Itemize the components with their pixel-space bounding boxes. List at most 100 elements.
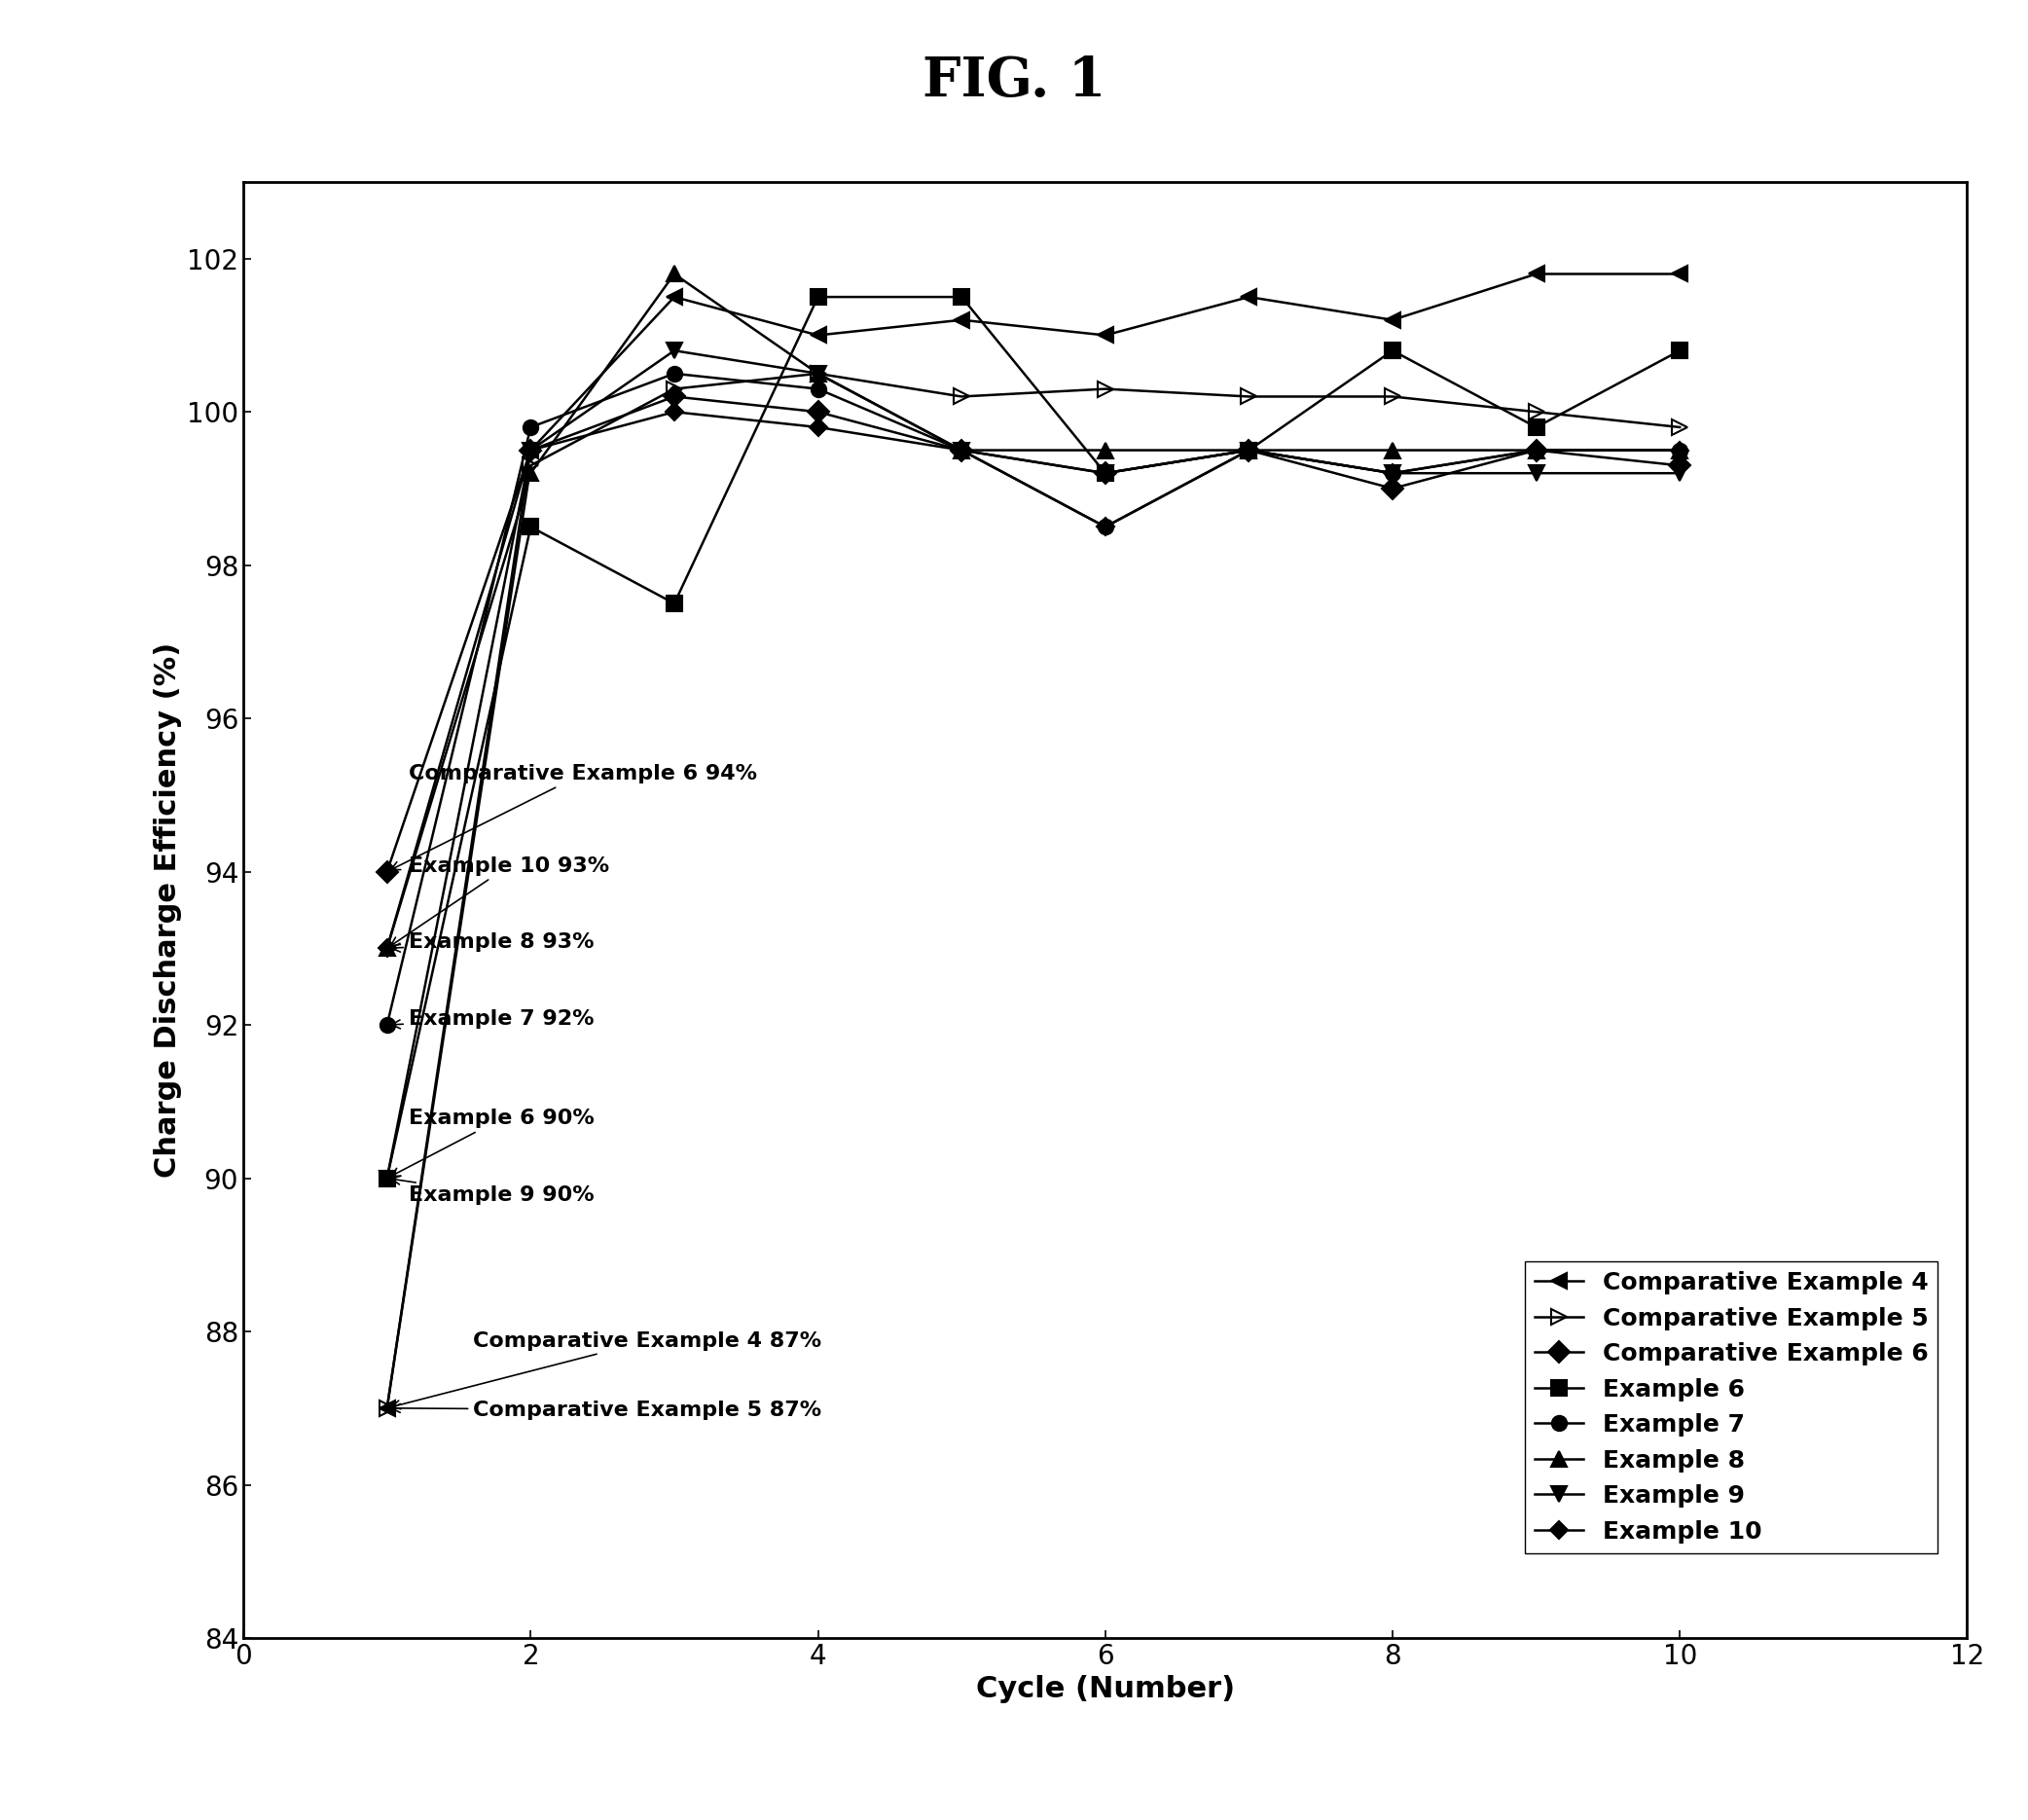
Example 7 bbox=[1381, 462, 1405, 484]
Example 9 bbox=[661, 340, 685, 362]
Comparative Example 5 bbox=[1525, 400, 1549, 422]
Example 6 bbox=[1237, 439, 1261, 460]
Example 10 bbox=[375, 937, 400, 959]
Example 7 bbox=[661, 362, 685, 384]
Example 8 bbox=[1667, 439, 1691, 460]
Line: Comparative Example 6: Comparative Example 6 bbox=[379, 389, 1687, 879]
Example 10 bbox=[805, 417, 829, 439]
Comparative Example 5 bbox=[1381, 386, 1405, 408]
Example 10 bbox=[1525, 439, 1549, 460]
Comparative Example 4 bbox=[1667, 264, 1691, 286]
Comparative Example 6 bbox=[805, 400, 829, 422]
Example 7 bbox=[805, 379, 829, 400]
Line: Example 6: Example 6 bbox=[379, 289, 1687, 1185]
Example 10 bbox=[1381, 462, 1405, 484]
Example 6 bbox=[661, 593, 685, 615]
Comparative Example 4 bbox=[1381, 309, 1405, 331]
Line: Example 10: Example 10 bbox=[381, 406, 1685, 954]
Example 8 bbox=[1381, 439, 1405, 460]
Example 6 bbox=[519, 515, 544, 537]
Line: Example 8: Example 8 bbox=[379, 266, 1687, 956]
Text: Example 9 90%: Example 9 90% bbox=[391, 1176, 594, 1205]
Example 8 bbox=[519, 462, 544, 484]
Text: Example 7 92%: Example 7 92% bbox=[391, 1010, 594, 1028]
Comparative Example 5 bbox=[1667, 417, 1691, 439]
Comparative Example 6 bbox=[661, 386, 685, 408]
X-axis label: Cycle (Number): Cycle (Number) bbox=[975, 1676, 1235, 1704]
Example 9 bbox=[519, 439, 544, 460]
Example 8 bbox=[661, 264, 685, 286]
Example 7 bbox=[1237, 439, 1261, 460]
Text: Example 8 93%: Example 8 93% bbox=[391, 932, 594, 952]
Comparative Example 6 bbox=[1237, 439, 1261, 460]
Example 10 bbox=[519, 439, 544, 460]
Text: Comparative Example 6 94%: Comparative Example 6 94% bbox=[391, 764, 756, 870]
Line: Example 9: Example 9 bbox=[379, 344, 1687, 1185]
Example 8 bbox=[1093, 439, 1117, 460]
Example 9 bbox=[1093, 462, 1117, 484]
Example 7 bbox=[519, 417, 544, 439]
Example 7 bbox=[1093, 515, 1117, 537]
Comparative Example 6 bbox=[1093, 462, 1117, 484]
Comparative Example 6 bbox=[1381, 477, 1405, 499]
Comparative Example 6 bbox=[949, 439, 973, 460]
Example 6 bbox=[1093, 462, 1117, 484]
Comparative Example 4 bbox=[661, 286, 685, 308]
Example 8 bbox=[1525, 439, 1549, 460]
Example 9 bbox=[1525, 462, 1549, 484]
Example 9 bbox=[949, 439, 973, 460]
Text: Example 6 90%: Example 6 90% bbox=[391, 1108, 594, 1176]
Example 6 bbox=[949, 286, 973, 308]
Example 10 bbox=[949, 439, 973, 460]
Comparative Example 5 bbox=[519, 455, 544, 477]
Example 9 bbox=[375, 1167, 400, 1188]
Comparative Example 4 bbox=[949, 309, 973, 331]
Example 9 bbox=[1237, 439, 1261, 460]
Example 10 bbox=[1093, 515, 1117, 537]
Text: Example 10 93%: Example 10 93% bbox=[391, 855, 608, 946]
Comparative Example 4 bbox=[1525, 264, 1549, 286]
Comparative Example 4 bbox=[1237, 286, 1261, 308]
Y-axis label: Charge Discharge Efficiency (%): Charge Discharge Efficiency (%) bbox=[154, 642, 183, 1178]
Line: Comparative Example 4: Comparative Example 4 bbox=[379, 266, 1687, 1416]
Example 9 bbox=[805, 362, 829, 384]
Comparative Example 5 bbox=[375, 1398, 400, 1420]
Example 6 bbox=[805, 286, 829, 308]
Comparative Example 6 bbox=[375, 861, 400, 883]
Comparative Example 6 bbox=[1667, 455, 1691, 477]
Example 6 bbox=[1667, 340, 1691, 362]
Example 6 bbox=[1381, 340, 1405, 362]
Example 7 bbox=[1667, 439, 1691, 460]
Example 7 bbox=[949, 439, 973, 460]
Example 8 bbox=[805, 362, 829, 384]
Text: Comparative Example 5 87%: Comparative Example 5 87% bbox=[391, 1400, 821, 1420]
Example 8 bbox=[949, 439, 973, 460]
Comparative Example 6 bbox=[519, 439, 544, 460]
Example 6 bbox=[1525, 417, 1549, 439]
Example 7 bbox=[1525, 439, 1549, 460]
Comparative Example 5 bbox=[805, 362, 829, 384]
Comparative Example 6 bbox=[1525, 439, 1549, 460]
Line: Comparative Example 5: Comparative Example 5 bbox=[379, 366, 1687, 1416]
Example 6 bbox=[375, 1167, 400, 1188]
Example 8 bbox=[375, 937, 400, 959]
Example 8 bbox=[1237, 439, 1261, 460]
Line: Example 7: Example 7 bbox=[379, 366, 1687, 1032]
Example 10 bbox=[1237, 439, 1261, 460]
Text: FIG. 1: FIG. 1 bbox=[923, 55, 1105, 107]
Text: Comparative Example 4 87%: Comparative Example 4 87% bbox=[391, 1330, 821, 1409]
Comparative Example 4 bbox=[375, 1398, 400, 1420]
Comparative Example 4 bbox=[1093, 324, 1117, 346]
Example 9 bbox=[1667, 462, 1691, 484]
Example 9 bbox=[1381, 462, 1405, 484]
Example 7 bbox=[375, 1014, 400, 1036]
Legend: Comparative Example 4, Comparative Example 5, Comparative Example 6, Example 6, : Comparative Example 4, Comparative Examp… bbox=[1525, 1261, 1939, 1552]
Comparative Example 5 bbox=[1093, 379, 1117, 400]
Comparative Example 5 bbox=[661, 379, 685, 400]
Example 10 bbox=[1667, 439, 1691, 460]
Example 10 bbox=[661, 400, 685, 422]
Comparative Example 5 bbox=[949, 386, 973, 408]
Comparative Example 4 bbox=[519, 439, 544, 460]
Comparative Example 4 bbox=[805, 324, 829, 346]
Comparative Example 5 bbox=[1237, 386, 1261, 408]
